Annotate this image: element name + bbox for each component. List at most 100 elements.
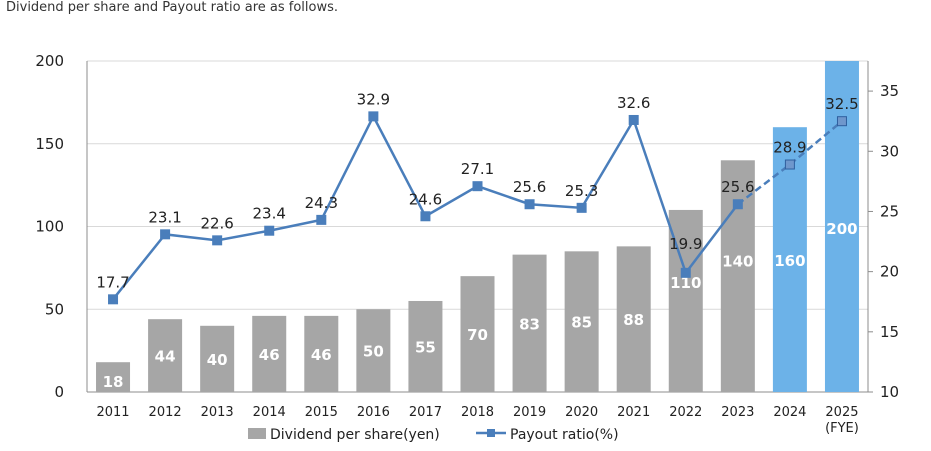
bar-series <box>96 61 859 392</box>
bar-label-2017: 55 <box>415 338 436 356</box>
bar-2020 <box>564 251 599 392</box>
bar-label-2024: 160 <box>774 252 805 270</box>
x-tick-label-2011: 2011 <box>96 405 129 420</box>
x-tick-label-2015: 2015 <box>305 405 338 420</box>
payout-point-2016 <box>368 111 379 122</box>
payout-point-2023 <box>732 199 743 210</box>
payout-point-2012 <box>160 229 171 240</box>
payout-label-2013: 22.6 <box>200 214 233 232</box>
payout-point-2013 <box>212 235 223 246</box>
payout-point-2019 <box>524 199 535 210</box>
payout-label-2014: 23.4 <box>253 205 286 223</box>
x-tick-label-2012: 2012 <box>149 405 182 420</box>
right-tick-label: 35 <box>880 82 899 100</box>
x-axis-ticks: 2011 2012 2013 2014 2015 2016 2017 2018 2019 2020… <box>96 405 858 436</box>
bar-value-labels: 18 44 40 46 46 50 55 70 83 85 88 110 140 160 200 <box>103 220 858 391</box>
bar-label-2018: 70 <box>467 326 488 344</box>
bar-label-2020: 85 <box>571 314 592 332</box>
payout-label-2019: 25.6 <box>513 178 546 196</box>
left-tick-label: 0 <box>54 383 64 401</box>
intro-text: Dividend per share and Payout ratio are … <box>6 0 339 15</box>
bar-2017 <box>408 300 443 392</box>
legend-swatch-dividend <box>248 428 266 439</box>
x-tick-label-2024: 2024 <box>773 405 806 420</box>
x-tick-label-2021: 2021 <box>617 405 650 420</box>
payout-value-labels: 17.7 23.1 22.6 23.4 24.3 32.9 24.6 27.1 25.6 25.3… <box>96 90 858 291</box>
payout-label-2018: 27.1 <box>461 160 494 178</box>
bar-2013 <box>200 325 235 392</box>
payout-point-2024 <box>784 159 795 170</box>
right-axis-ticks: 10 15 20 25 30 35 <box>880 82 899 401</box>
payout-label-2022: 19.9 <box>669 235 702 253</box>
legend: Dividend per share(yen) Payout ratio(%) <box>248 427 619 443</box>
legend-label-dividend: Dividend per share(yen) <box>270 427 440 443</box>
bar-2018 <box>460 276 495 392</box>
bar-label-2011: 18 <box>103 373 124 391</box>
bar-2015 <box>304 315 339 392</box>
payout-point-2022 <box>680 267 691 278</box>
payout-point-2025 <box>836 116 847 127</box>
payout-label-2023: 25.6 <box>721 178 754 196</box>
payout-label-2015: 24.3 <box>305 194 338 212</box>
bar-label-2013: 40 <box>207 351 228 369</box>
x-tick-label-2025: 2025 <box>825 405 858 420</box>
payout-point-2017 <box>420 211 431 222</box>
x-tick-label-2013: 2013 <box>201 405 234 420</box>
right-tick-label: 25 <box>880 202 899 220</box>
right-tick-label: 15 <box>880 323 899 341</box>
left-tick-label: 200 <box>35 52 64 70</box>
x-tick-sublabel-2025: (FYE) <box>825 421 859 436</box>
payout-point-2021 <box>628 114 639 125</box>
payout-label-2016: 32.9 <box>357 90 390 108</box>
right-tick-label: 30 <box>880 142 899 160</box>
x-tick-label-2023: 2023 <box>721 405 754 420</box>
x-tick-label-2017: 2017 <box>409 405 442 420</box>
x-tick-label-2016: 2016 <box>357 405 390 420</box>
bar-2014 <box>252 315 287 392</box>
legend-label-payout: Payout ratio(%) <box>510 427 619 443</box>
bar-label-2023: 140 <box>722 252 753 270</box>
right-tick-label: 10 <box>880 383 899 401</box>
x-tick-label-2018: 2018 <box>461 405 494 420</box>
x-tick-label-2014: 2014 <box>253 405 286 420</box>
bar-2011 <box>96 362 131 392</box>
x-tick-label-2020: 2020 <box>565 405 598 420</box>
bar-2012 <box>148 319 183 392</box>
payout-point-2020 <box>576 202 587 213</box>
bar-label-2022: 110 <box>670 274 701 292</box>
payout-label-2021: 32.6 <box>617 94 650 112</box>
payout-label-2025: 32.5 <box>825 95 858 113</box>
left-tick-label: 50 <box>45 300 64 318</box>
payout-label-2012: 23.1 <box>148 208 181 226</box>
bar-label-2016: 50 <box>363 343 384 361</box>
bar-label-2021: 88 <box>623 311 644 329</box>
x-tick-label-2019: 2019 <box>513 405 546 420</box>
payout-point-2015 <box>316 214 327 225</box>
payout-point-2014 <box>264 225 275 236</box>
right-tick-label: 20 <box>880 263 899 281</box>
bar-2016 <box>356 309 391 392</box>
legend-swatch-payout-marker <box>487 429 495 437</box>
bar-2025 <box>824 61 859 392</box>
x-tick-label-2022: 2022 <box>669 405 702 420</box>
bar-label-2025: 200 <box>826 220 857 238</box>
payout-line-series <box>108 111 847 305</box>
payout-label-2017: 24.6 <box>409 190 442 208</box>
payout-label-2024: 28.9 <box>773 139 806 157</box>
payout-point-2018 <box>472 181 483 192</box>
bar-2021 <box>616 246 651 392</box>
payout-label-2020: 25.3 <box>565 182 598 200</box>
bar-2024 <box>772 127 807 392</box>
left-tick-label: 150 <box>35 135 64 153</box>
bar-2023 <box>720 160 755 392</box>
bar-label-2014: 46 <box>259 346 280 364</box>
bar-label-2012: 44 <box>155 348 176 366</box>
payout-line-forecast <box>737 120 843 206</box>
payout-label-2011: 17.7 <box>96 273 129 291</box>
left-tick-label: 100 <box>35 218 64 236</box>
bar-label-2019: 83 <box>519 315 540 333</box>
bar-2019 <box>512 254 547 392</box>
left-axis-ticks: 0 50 100 150 200 <box>35 52 64 401</box>
bar-label-2015: 46 <box>311 346 332 364</box>
